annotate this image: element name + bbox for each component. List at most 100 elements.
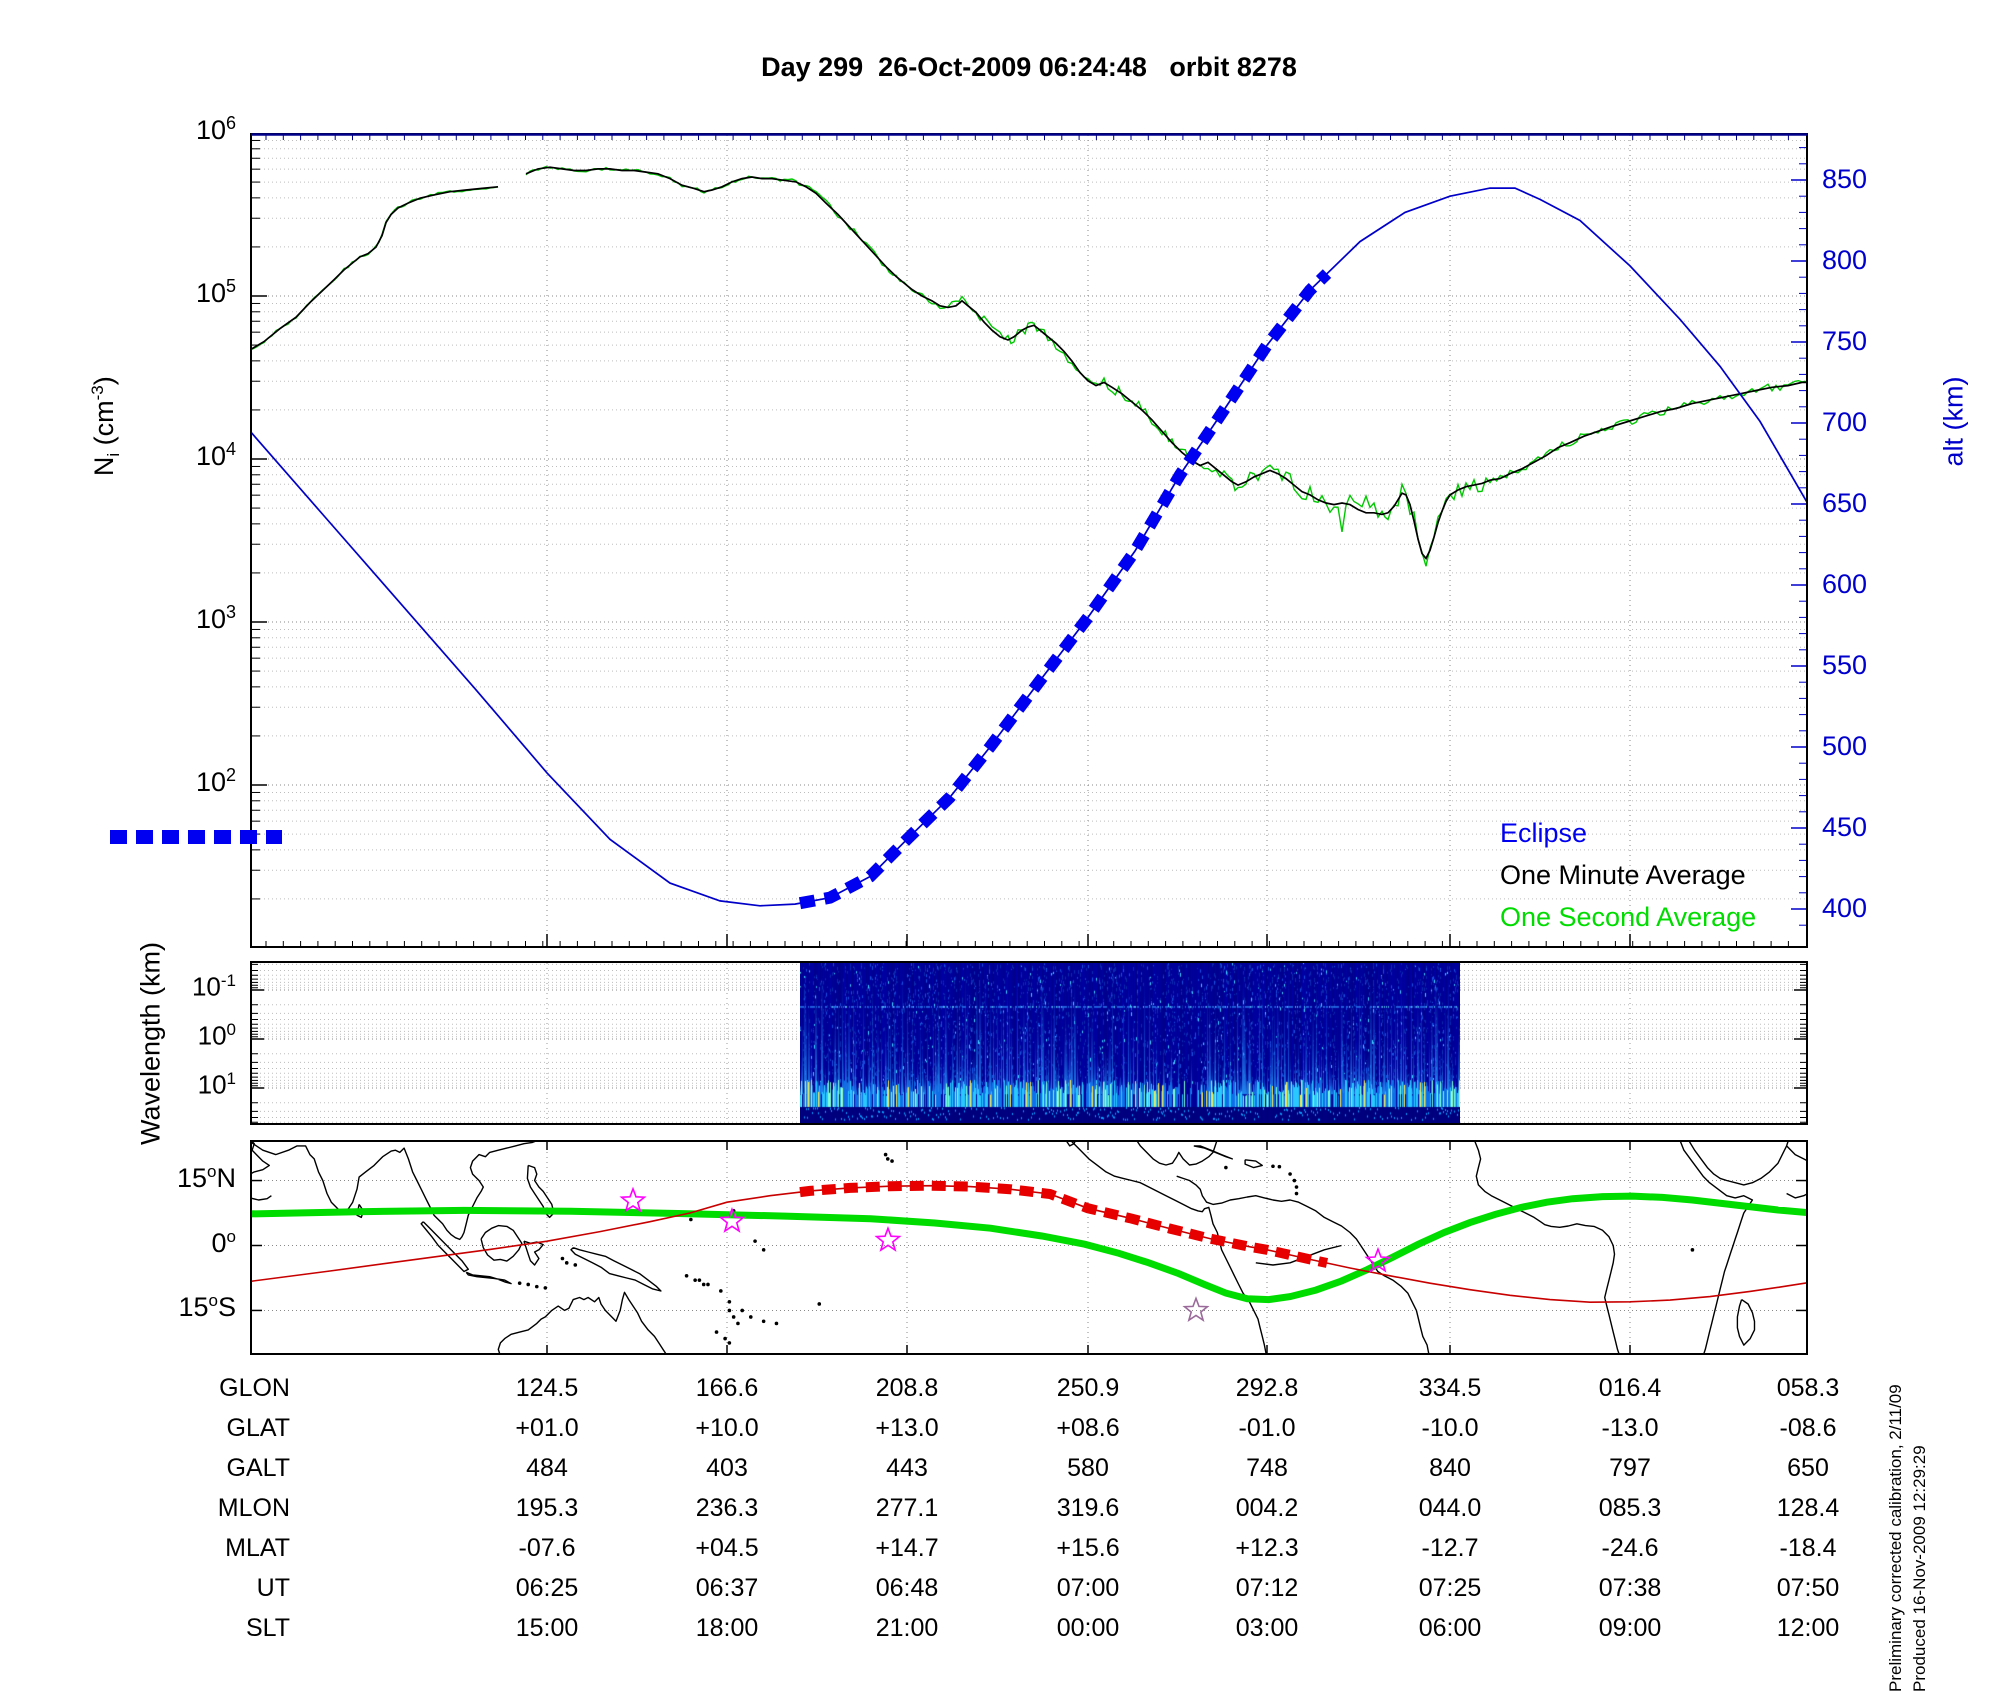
island-dot bbox=[1277, 1164, 1282, 1169]
altitude-axis-label: alt (km) bbox=[1938, 376, 1969, 467]
island-dot bbox=[1271, 1164, 1275, 1169]
island-dot bbox=[564, 1261, 569, 1265]
table-cell: +08.6 bbox=[1056, 1414, 1120, 1442]
density-altitude-chart bbox=[250, 133, 1808, 948]
legend-one-minute-label: One Minute Average bbox=[1500, 860, 1746, 890]
altitude-tick-label: 750 bbox=[1822, 326, 1868, 356]
table-row: GLON 124.5 166.6 208.8 250.9 292.8 334.5 016.4 0… bbox=[0, 1374, 2000, 1414]
island-dot bbox=[701, 1282, 706, 1287]
density-tick-label: 102 bbox=[195, 765, 236, 797]
slt-star-marker bbox=[1182, 1296, 1210, 1323]
table-cell: 443 bbox=[886, 1454, 928, 1482]
table-cell: 250.9 bbox=[1056, 1374, 1120, 1402]
density-axis-label-post: ) bbox=[88, 376, 119, 386]
table-cell: +13.0 bbox=[875, 1414, 939, 1442]
table-cell: 292.8 bbox=[1235, 1374, 1299, 1402]
coastline bbox=[1176, 1175, 1430, 1355]
altitude-tick-label: 600 bbox=[1822, 569, 1868, 599]
island-dot bbox=[885, 1157, 890, 1161]
table-cell: +01.0 bbox=[515, 1414, 579, 1442]
island-dot bbox=[774, 1321, 779, 1326]
island-dot bbox=[817, 1302, 822, 1306]
coastline bbox=[250, 1140, 270, 1175]
table-row-label: GALT bbox=[226, 1454, 290, 1482]
coastline bbox=[250, 1195, 272, 1201]
island-dot bbox=[731, 1315, 736, 1319]
table-cell: 15:00 bbox=[515, 1614, 579, 1642]
world-map bbox=[250, 1140, 1808, 1355]
wavelength-tick-label: 101 bbox=[197, 1069, 236, 1100]
island-dot bbox=[883, 1152, 888, 1157]
footer-calibration-note: Preliminary corrected calibration, 2/11/… bbox=[1886, 1384, 1905, 1692]
island-dot bbox=[1292, 1178, 1297, 1183]
island-dot bbox=[727, 1299, 732, 1304]
altitude-tick-label: 800 bbox=[1822, 245, 1868, 275]
table-cell: 208.8 bbox=[875, 1374, 939, 1402]
coastline bbox=[420, 1221, 470, 1273]
legend-eclipse-marker bbox=[110, 830, 282, 844]
table-cell: 07:25 bbox=[1418, 1574, 1482, 1602]
table-row-label: MLAT bbox=[225, 1534, 290, 1562]
island-dot bbox=[727, 1308, 732, 1313]
island-dot bbox=[693, 1278, 697, 1282]
coastline bbox=[480, 1224, 523, 1262]
table-cell: -08.6 bbox=[1779, 1414, 1837, 1442]
table-row: UT 06:25 06:37 06:48 07:00 07:12 07:25 07:38 07:… bbox=[0, 1574, 2000, 1614]
table-cell: -13.0 bbox=[1601, 1414, 1659, 1442]
legend-eclipse-label: Eclipse bbox=[1500, 818, 1588, 848]
island-dot bbox=[697, 1278, 702, 1282]
table-cell: 484 bbox=[526, 1454, 568, 1482]
table-cell: 21:00 bbox=[875, 1614, 939, 1642]
table-cell: -24.6 bbox=[1601, 1534, 1659, 1562]
coastline bbox=[1193, 1145, 1233, 1160]
table-row: MLON 195.3 236.3 277.1 319.6 004.2 044.0 085.3 1… bbox=[0, 1494, 2000, 1534]
table-cell: -10.0 bbox=[1421, 1414, 1479, 1442]
table-row: SLT 15:00 18:00 21:00 00:00 03:00 06:00 09:00 12… bbox=[0, 1614, 2000, 1654]
coastline bbox=[497, 1291, 668, 1355]
island-dot bbox=[740, 1308, 745, 1313]
altitude-tick-label: 550 bbox=[1822, 650, 1868, 680]
density-tick-label: 106 bbox=[195, 113, 236, 145]
coastline bbox=[1786, 1192, 1808, 1199]
slt-star-marker bbox=[619, 1186, 647, 1213]
table-row-label: MLON bbox=[217, 1494, 290, 1522]
table-row-label: GLAT bbox=[226, 1414, 290, 1442]
altitude-tick-label: 650 bbox=[1822, 488, 1868, 518]
coastline bbox=[570, 1247, 662, 1292]
island-dot bbox=[689, 1217, 693, 1222]
table-cell: 277.1 bbox=[875, 1494, 939, 1522]
table-cell: 07:12 bbox=[1235, 1574, 1299, 1602]
eclipse-segment bbox=[798, 269, 1332, 910]
table-cell: 06:37 bbox=[695, 1574, 759, 1602]
island-dot bbox=[1294, 1185, 1299, 1189]
table-cell: 085.3 bbox=[1598, 1494, 1662, 1522]
dip-equator-line bbox=[250, 1192, 1808, 1304]
altitude-tick-label: 400 bbox=[1822, 893, 1868, 923]
island-dot bbox=[517, 1281, 522, 1285]
table-cell: -18.4 bbox=[1779, 1534, 1837, 1562]
island-dot bbox=[1294, 1191, 1299, 1196]
table-cell: 797 bbox=[1609, 1454, 1651, 1482]
coastline bbox=[1687, 1140, 1790, 1186]
table-cell: 004.2 bbox=[1235, 1494, 1299, 1522]
table-row: GLAT +01.0 +10.0 +13.0 +08.6 -01.0 -10.0 -13.0 -… bbox=[0, 1414, 2000, 1454]
altitude-tick-label: 500 bbox=[1822, 731, 1868, 761]
table-cell: 07:00 bbox=[1056, 1574, 1120, 1602]
island-dot bbox=[714, 1330, 719, 1334]
table-cell: -07.6 bbox=[518, 1534, 576, 1562]
table-cell: 748 bbox=[1246, 1454, 1288, 1482]
table-cell: 195.3 bbox=[515, 1494, 579, 1522]
table-cell: -12.7 bbox=[1421, 1534, 1479, 1562]
table-cell: -01.0 bbox=[1238, 1414, 1296, 1442]
wavelength-tick-label: 10-1 bbox=[191, 971, 236, 1002]
table-cell: 840 bbox=[1429, 1454, 1471, 1482]
table-cell: 236.3 bbox=[695, 1494, 759, 1522]
table-row-label: SLT bbox=[246, 1614, 290, 1642]
island-dot bbox=[534, 1284, 539, 1289]
one-second-average-curve bbox=[250, 186, 499, 351]
spectrogram-image bbox=[800, 963, 1460, 1123]
table-cell: 580 bbox=[1067, 1454, 1109, 1482]
island-dot bbox=[526, 1282, 531, 1287]
table-cell: 00:00 bbox=[1056, 1614, 1120, 1642]
table-cell: 166.6 bbox=[695, 1374, 759, 1402]
